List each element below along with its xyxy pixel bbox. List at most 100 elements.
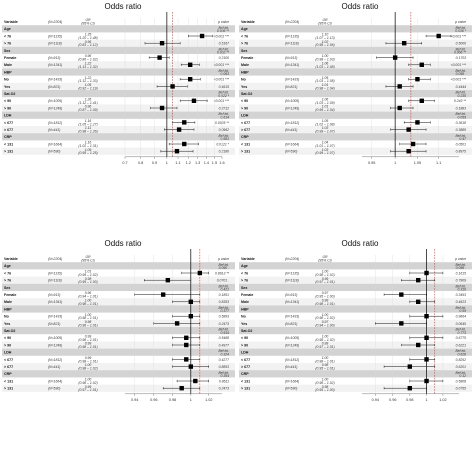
row-ci: (0.98 – 1.02) <box>78 367 97 371</box>
row-p-value: 0.8975 <box>456 150 466 154</box>
group-label: HBP <box>4 70 12 74</box>
row-ci: (1.05 – 1.27) <box>78 122 97 126</box>
row-p-value: 0.5893 <box>219 315 229 319</box>
row-p-value: 0.0121 * <box>216 142 229 146</box>
row-n: (N=1118) <box>48 279 62 283</box>
x-tick-label: 1 <box>190 398 192 402</box>
row-ci: (0.95 – 1.00) <box>315 295 334 299</box>
group-p-value: 0.002 ** <box>217 51 230 55</box>
row-ci: (0.98 – 1.02) <box>315 316 334 320</box>
row-label: > 76 <box>241 279 248 283</box>
row-or: 1.00 <box>322 334 329 338</box>
x-tick-label: 1 <box>166 161 168 165</box>
row-n: (N=1341) <box>285 300 299 304</box>
row-or: 0.99 <box>85 385 92 389</box>
group-interaction-label: Bef lnt. <box>218 349 229 353</box>
point-estimate <box>184 357 189 362</box>
row-n: (N=1005) <box>285 336 299 340</box>
point-estimate <box>188 299 194 304</box>
row-p-value: 0.5006 <box>456 42 466 46</box>
point-estimate <box>397 105 402 111</box>
group-band <box>239 68 472 76</box>
row-ci: (0.98 – 1.26) <box>78 130 97 134</box>
row-n: (N=1433) <box>285 315 299 319</box>
row-label: < 131 <box>241 142 250 146</box>
header-ci: (95% CI) <box>81 22 94 26</box>
row-n: (N=1433) <box>285 78 299 82</box>
row-label: > 131 <box>4 387 13 391</box>
row-ci: (1.02 – 1.31) <box>78 144 97 148</box>
point-estimate <box>416 299 421 304</box>
header-or: OR <box>322 255 328 259</box>
point-estimate <box>407 386 413 391</box>
row-n: (N=1664) <box>48 379 62 383</box>
point-estimate <box>170 84 175 89</box>
header-ci: (95% CI) <box>81 259 94 263</box>
group-label: Sex <box>241 49 247 53</box>
point-estimate <box>174 149 180 154</box>
row-n: (N=821) <box>285 85 297 89</box>
header-or: OR <box>322 18 328 22</box>
row-label: Yes <box>241 322 247 326</box>
point-estimate <box>407 364 413 369</box>
row-or: 0.99 <box>85 356 92 360</box>
group-label: HBP <box>4 307 12 311</box>
chart-title: Odds ratio <box>342 239 379 248</box>
point-estimate <box>184 335 189 340</box>
row-or: 1.35 <box>85 33 92 37</box>
x-tick-label: 0.9 <box>152 161 157 165</box>
row-ci: (1.07 – 1.13) <box>315 36 334 40</box>
row-or: 1.16 <box>85 141 92 145</box>
row-p-value: 0.4977 <box>219 343 229 347</box>
group-label: CRP <box>241 372 249 376</box>
point-estimate <box>193 378 198 384</box>
group-p-value: 0.090 . <box>219 266 229 270</box>
row-n: (N=1341) <box>48 63 62 67</box>
row-p-value: 0.243 ** <box>454 99 467 103</box>
point-estimate <box>159 41 165 46</box>
point-estimate <box>176 127 182 132</box>
group-interaction-label: Bef lnt. <box>218 263 229 267</box>
row-n: (N=1118) <box>48 42 62 46</box>
row-ci: (0.96 – 1.01) <box>78 323 97 327</box>
row-ci: (0.99 – 1.04) <box>315 108 334 112</box>
forest-plot-svg: Odds ratio Variable (N=2204) OR(95% CI) p va… <box>2 2 235 165</box>
row-or: 1.22 <box>85 76 92 80</box>
row-n: (N=1433) <box>48 315 62 319</box>
row-label: Female <box>4 56 16 60</box>
row-ci: (1.12 – 1.41) <box>78 101 97 105</box>
row-or: 1.26 <box>85 97 92 101</box>
row-ci: (0.97 – 1.01) <box>315 280 334 284</box>
point-estimate <box>197 270 203 276</box>
group-interaction-label: Bef lnt. <box>455 91 466 95</box>
row-label: < 677 <box>4 358 13 362</box>
row-stripe <box>2 363 235 371</box>
row-label: > 131 <box>241 150 250 154</box>
row-p-value: <0.001 *** <box>214 99 230 103</box>
row-n: (N=1664) <box>285 142 299 146</box>
row-label: < 131 <box>4 142 13 146</box>
header-or: OR <box>85 255 91 259</box>
group-interaction-label: Bef lnt. <box>455 47 466 51</box>
row-or: 1.01 <box>322 105 329 109</box>
x-tick-label: 1.02 <box>439 398 446 402</box>
row-label: < 90 <box>4 336 11 340</box>
group-p-value: 0.036 * <box>455 29 466 33</box>
row-or: 1.06 <box>322 97 329 101</box>
point-estimate <box>406 127 411 132</box>
row-p-value: 0.8611 <box>219 379 229 383</box>
forest-plot-svg: Odds ratio Variable (N=2204) OR(95% CI) p va… <box>239 239 472 402</box>
group-band <box>239 111 472 119</box>
row-ci: (0.87 – 1.09) <box>78 108 97 112</box>
row-label: > 90 <box>4 106 11 110</box>
row-n: (N=441) <box>48 365 60 369</box>
row-or: 1.00 <box>322 356 329 360</box>
x-tick-label: 0.96 <box>150 398 157 402</box>
group-interaction-label: Bef lnt. <box>218 328 229 332</box>
row-ci: (0.95 – 1.25) <box>78 151 97 155</box>
header-variable: Variable <box>241 20 255 24</box>
group-p-value: 0.324 <box>221 352 230 356</box>
row-or: 1.02 <box>322 40 329 44</box>
row-label: Female <box>241 293 253 297</box>
row-label: < 677 <box>241 121 250 125</box>
